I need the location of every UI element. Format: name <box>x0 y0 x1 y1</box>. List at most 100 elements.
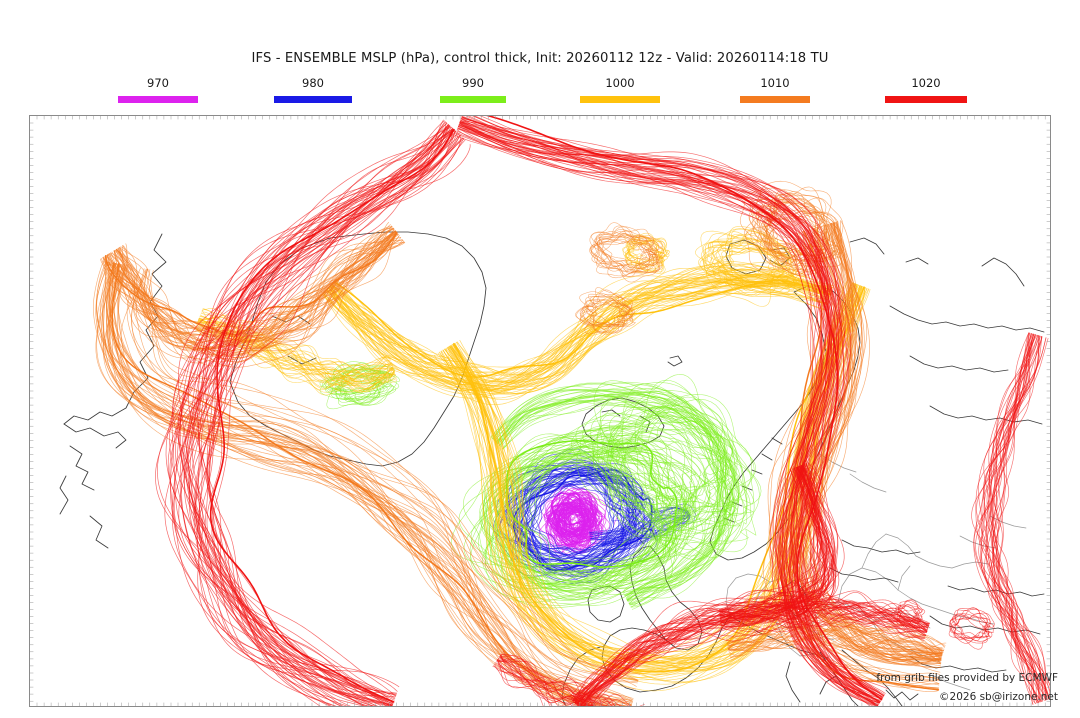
coastline-segment-17 <box>751 469 763 475</box>
page-title: IFS - ENSEMBLE MSLP (hPa), control thick… <box>251 51 829 66</box>
isobar-1020-east-22 <box>971 334 1047 701</box>
isobar-1010-arcB-37 <box>117 264 633 706</box>
isobar-1020-centraleurope-45 <box>578 466 827 706</box>
isobar-1020-cell-cen-3 <box>897 605 921 629</box>
isobar-990-member-5 <box>463 434 678 606</box>
country-border-8 <box>861 567 899 591</box>
isobar-990-member-48 <box>484 427 664 603</box>
isobar-1020-cell-east-6 <box>951 609 991 639</box>
isobar-1020-iberia-25 <box>494 663 623 706</box>
isobar-1000-arcA-28 <box>322 275 830 390</box>
isobar-990-lobe-28 <box>592 399 751 527</box>
isobar-1010-barents-cell-27 <box>749 201 843 277</box>
isobar-990-lobe-31 <box>611 408 728 544</box>
isobar-1020-atlantic-35 <box>196 122 448 706</box>
isobar-1020-atlantic-23 <box>188 123 449 705</box>
isobar-1020-centraleurope-42 <box>579 464 825 706</box>
isobar-1020-atlantic-20 <box>186 127 452 706</box>
isobar-1020-iberia-19 <box>497 659 614 706</box>
isobar-1010-arcB-33 <box>92 260 612 706</box>
isobar-1010-arcB-16 <box>96 261 597 706</box>
isobar-1010-arcB-47 <box>147 269 637 687</box>
isobar-1010-janmayen-6 <box>589 231 659 267</box>
isobar-1020-alps-24 <box>719 590 929 628</box>
isobar-1010-arcB-41 <box>102 262 579 706</box>
isobar-1010-arcB-43 <box>126 267 638 684</box>
isobar-1010-alps-2 <box>725 618 942 660</box>
isobar-990-member-44 <box>488 453 663 585</box>
isobar-1010-arcB-48 <box>142 268 639 681</box>
isobar-970-member-49 <box>551 502 588 535</box>
isobar-1010-arcA-49 <box>106 231 397 334</box>
coastline-segment-43 <box>849 237 885 255</box>
isobar-1020-atlantic-22 <box>170 128 454 703</box>
isobar-1000-arcA-24 <box>330 276 828 391</box>
coastline-segment-39 <box>889 305 1045 333</box>
isobar-990-ribbon-23 <box>495 394 738 597</box>
isobar-980-member-46 <box>524 470 626 556</box>
map-canvas <box>30 116 1050 706</box>
country-border-13 <box>861 533 887 569</box>
country-border-14 <box>885 533 917 557</box>
isobar-990-lobe-32 <box>595 412 748 528</box>
isobar-1020-atlantic-13 <box>167 124 450 698</box>
isobar-1020-atlantic-27 <box>193 122 447 706</box>
legend-item-1000: 1000 <box>580 76 660 108</box>
legend-label-1010: 1010 <box>760 76 790 90</box>
isobar-1020-alps-38 <box>719 599 928 633</box>
legend-item-1020: 1020 <box>885 76 967 108</box>
isobar-1010-arcB-50 <box>145 269 639 682</box>
isobar-1020-atlantic-50 <box>169 126 452 706</box>
isobar-1000-janmayen-10 <box>629 240 664 273</box>
isobar-1000-arcA-27 <box>335 263 832 400</box>
coastline-segment-9 <box>601 409 621 417</box>
isobar-1010-janmayen-16 <box>596 234 657 283</box>
isobar-990-ribbon-24 <box>492 394 729 599</box>
isobar-1010-arcA-16 <box>115 228 395 359</box>
isobar-990-lobe-6 <box>607 413 731 557</box>
isobar-1020-cell-east-9 <box>954 613 991 644</box>
isobar-1020-atlantic-29 <box>194 123 448 706</box>
isobar-1020-atlantic-37 <box>194 127 453 706</box>
isobar-1010-barents-cell-25 <box>749 198 840 260</box>
isobar-1000-arcA-40 <box>323 278 828 387</box>
isobar-1020-atlantic-39 <box>187 126 451 706</box>
country-border-16 <box>951 561 989 569</box>
isobar-1020-atlantic-49 <box>178 124 450 701</box>
isobar-1020-iberia-21 <box>497 659 593 706</box>
isobar-980-tail-1 <box>590 512 690 547</box>
isobar-1020-centraleurope-25 <box>574 466 828 704</box>
legend-label-980: 980 <box>302 76 324 90</box>
isobar-1000-north-loop-15 <box>698 240 807 293</box>
isobar-970-member-45 <box>557 510 591 536</box>
isobar-1000-north-loop-20 <box>709 232 797 288</box>
legend-swatch-1010 <box>740 96 810 103</box>
isobar-1020-iberia-8 <box>497 659 621 706</box>
isobar-1000-north-loop-22 <box>712 234 790 291</box>
isobar-1010-arcC-43 <box>799 220 941 673</box>
isobar-1020-east-3 <box>978 335 1047 701</box>
coastline-segment-29 <box>785 661 801 703</box>
isobar-1010-arcC-40 <box>791 222 942 665</box>
isobar-1010-alps-10 <box>727 618 944 653</box>
isobar-1020-alps-30 <box>719 611 929 630</box>
legend-label-990: 990 <box>462 76 484 90</box>
isobar-1010-barents-cell-24 <box>763 205 828 259</box>
copyright-credit: ©2026 sb@irizone.net <box>939 691 1058 703</box>
isobar-990-ribbon-29 <box>499 401 734 594</box>
country-border-25 <box>849 473 887 493</box>
isobar-970-member-43 <box>552 493 603 549</box>
isobar-1010-janmayen-12 <box>590 228 663 267</box>
data-source-credit: from grib files provided by ECMWF <box>876 672 1058 684</box>
coastline-segment-42 <box>981 257 1025 287</box>
isobar-1020-atlantic-8 <box>198 127 453 706</box>
isobar-980-member-42 <box>522 468 619 559</box>
isobar-990-member-27 <box>470 446 692 601</box>
isobar-1020-iberia-18 <box>492 666 580 706</box>
isobar-1010-arcB-45 <box>143 268 639 682</box>
isobar-1020-atlantic-42 <box>175 129 455 706</box>
isobar-1010-alps-28 <box>729 616 942 660</box>
isobar-970-member-50 <box>555 493 592 545</box>
isobar-1000-arcA-18 <box>329 282 831 377</box>
isobar-1020-east-4 <box>991 334 1038 704</box>
